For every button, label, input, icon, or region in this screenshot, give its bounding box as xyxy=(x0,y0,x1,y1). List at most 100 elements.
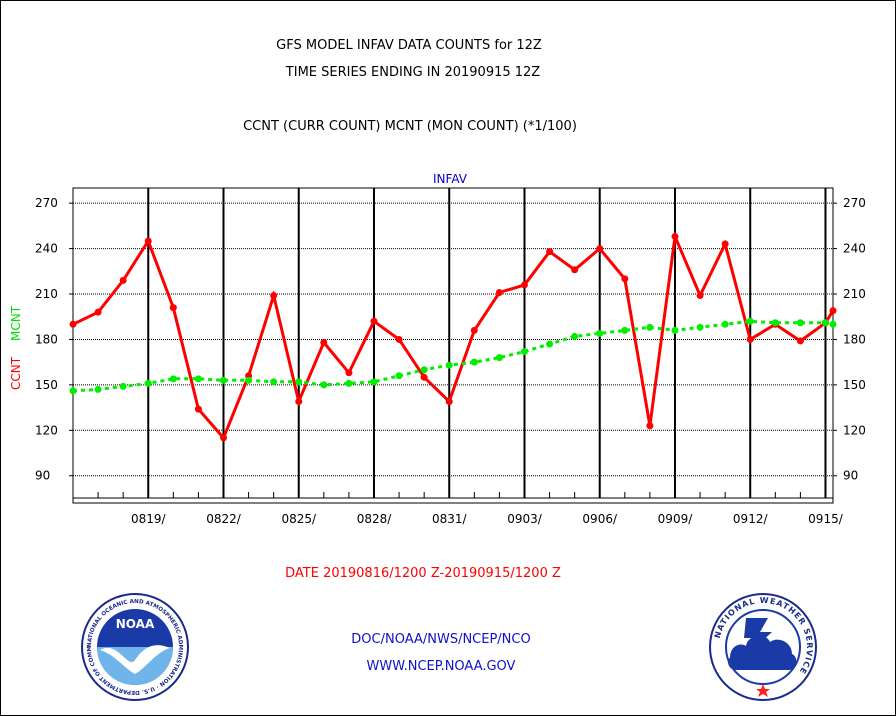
data-point-mcnt xyxy=(245,376,253,384)
data-point-ccnt xyxy=(370,317,378,325)
chart-title-line1: GFS MODEL INFAV DATA COUNTS for 12Z xyxy=(276,38,542,53)
data-point-ccnt xyxy=(144,237,152,245)
data-point-ccnt xyxy=(219,434,227,442)
data-point-ccnt xyxy=(169,304,177,312)
data-point-ccnt xyxy=(671,232,679,240)
data-point-ccnt xyxy=(546,248,554,256)
data-point-ccnt xyxy=(746,335,754,343)
y-tick-label-right: 150 xyxy=(843,378,866,392)
data-point-ccnt xyxy=(119,276,127,284)
data-point-mcnt xyxy=(395,372,403,380)
data-point-mcnt xyxy=(270,378,278,386)
data-point-mcnt xyxy=(771,319,779,327)
data-point-ccnt xyxy=(94,308,102,316)
org-label: DOC/NOAA/NWS/NCEP/NCO xyxy=(351,632,531,647)
plot-title: INFAV xyxy=(433,172,468,186)
x-tick-label: 0915/ xyxy=(808,512,844,526)
data-point-ccnt xyxy=(621,275,629,283)
data-point-ccnt xyxy=(194,405,202,413)
website-link[interactable]: WWW.NCEP.NOAA.GOV xyxy=(366,659,516,674)
data-point-mcnt xyxy=(796,319,804,327)
x-tick-label: 0828/ xyxy=(357,512,393,526)
data-point-mcnt xyxy=(721,320,729,328)
data-point-ccnt xyxy=(796,337,804,345)
x-tick-label: 0909/ xyxy=(658,512,694,526)
data-point-mcnt xyxy=(69,387,77,395)
data-point-mcnt xyxy=(746,317,754,325)
data-point-ccnt xyxy=(320,338,328,346)
series xyxy=(69,230,837,442)
y-tick-label-left: 270 xyxy=(35,196,58,210)
data-point-ccnt xyxy=(445,398,453,406)
data-point-mcnt xyxy=(320,381,328,389)
y-tick-label-right: 210 xyxy=(843,287,866,301)
data-point-mcnt xyxy=(370,378,378,386)
data-point-mcnt xyxy=(144,379,152,387)
data-point-mcnt xyxy=(546,340,554,348)
data-point-ccnt xyxy=(270,292,278,300)
data-point-mcnt xyxy=(119,382,127,390)
data-point-ccnt xyxy=(596,245,604,253)
y-axis-label-ccnt: CCNT xyxy=(9,356,23,390)
y-tick-label-right: 120 xyxy=(843,423,866,437)
y-tick-label-right: 90 xyxy=(843,469,858,483)
data-point-mcnt xyxy=(520,348,528,356)
data-point-mcnt xyxy=(821,319,829,327)
date-range-label: DATE 20190816/1200 Z-20190915/1200 Z xyxy=(285,566,561,581)
data-point-ccnt xyxy=(696,292,704,300)
y-tick-label-right: 180 xyxy=(843,332,866,346)
chart-subtitle-legend: CCNT (CURR COUNT) MCNT (MON COUNT) (*1/1… xyxy=(243,119,577,134)
x-tick-label: 0822/ xyxy=(206,512,242,526)
data-point-ccnt xyxy=(829,307,837,315)
data-point-mcnt xyxy=(420,366,428,374)
data-point-mcnt xyxy=(829,320,837,328)
data-point-mcnt xyxy=(696,323,704,331)
data-point-mcnt xyxy=(295,378,303,386)
data-point-mcnt xyxy=(169,375,177,383)
data-point-ccnt xyxy=(520,281,528,289)
x-tick-label: 0912/ xyxy=(733,512,769,526)
x-tick-label: 0825/ xyxy=(281,512,317,526)
y-tick-label-right: 240 xyxy=(843,242,866,256)
y-tick-label-left: 180 xyxy=(35,332,58,346)
y-tick-label-left: 240 xyxy=(35,242,58,256)
data-point-ccnt xyxy=(721,240,729,248)
y-tick-label-left: 150 xyxy=(35,378,58,392)
data-point-ccnt xyxy=(69,320,77,328)
data-point-mcnt xyxy=(94,385,102,393)
x-tick-label: 0819/ xyxy=(131,512,167,526)
data-point-ccnt xyxy=(470,326,478,334)
series-line-mcnt xyxy=(72,319,834,393)
noaa-logo-text: NOAA xyxy=(116,617,155,631)
x-tick-label: 0903/ xyxy=(507,512,543,526)
data-point-mcnt xyxy=(470,358,478,366)
data-point-mcnt xyxy=(621,326,629,334)
nws-logo: NATIONAL WEATHER SERVICE xyxy=(709,593,817,701)
data-point-mcnt xyxy=(646,323,654,331)
data-point-ccnt xyxy=(295,398,303,406)
x-tick-label: 0906/ xyxy=(582,512,618,526)
data-point-ccnt xyxy=(571,266,579,274)
axes: 90 90 120 120 150 150 180 180 210 210 240 240 270 270… xyxy=(35,187,866,526)
y-tick-label-left: 210 xyxy=(35,287,58,301)
plot-border xyxy=(72,187,834,504)
data-point-ccnt xyxy=(495,288,503,296)
data-point-ccnt xyxy=(395,335,403,343)
series-line-ccnt xyxy=(72,230,835,441)
data-point-ccnt xyxy=(420,373,428,381)
data-point-mcnt xyxy=(445,361,453,369)
y-tick-label-left: 120 xyxy=(35,423,58,437)
data-point-mcnt xyxy=(345,379,353,387)
data-point-mcnt xyxy=(596,329,604,337)
x-tick-label: 0831/ xyxy=(432,512,468,526)
data-point-ccnt xyxy=(345,369,353,377)
chart-title-line2: TIME SERIES ENDING IN 20190915 12Z xyxy=(285,65,541,80)
noaa-logo: NOAA NATIONAL OCEANIC AND ATMOSPHERIC AD… xyxy=(80,592,189,701)
y-tick-label-left: 90 xyxy=(35,469,50,483)
y-axis-label-mcnt: MCNT xyxy=(9,305,23,341)
data-point-mcnt xyxy=(571,332,579,340)
grid xyxy=(73,188,833,498)
data-point-mcnt xyxy=(671,326,679,334)
data-point-mcnt xyxy=(219,376,227,384)
